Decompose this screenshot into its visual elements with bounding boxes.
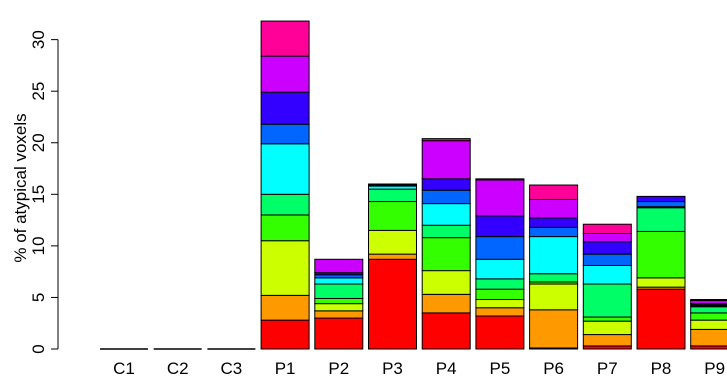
bar-segment-p2-1 [314, 317, 364, 350]
bar-segment-p7-5 [582, 283, 632, 318]
y-tick-label: 0 [29, 344, 48, 353]
bar-segment-p7-7 [582, 253, 632, 266]
bar-segment-p1-10 [260, 20, 310, 57]
bar-segment-p4-4 [421, 237, 471, 272]
y-tick-label: 30 [29, 30, 48, 49]
bar-segment-p5-3 [475, 299, 525, 309]
bar-segment-p7-9 [582, 233, 632, 243]
bar-segment-p4-5 [421, 224, 471, 239]
bar-segment-p7-3 [582, 320, 632, 336]
y-tick-label: 5 [29, 293, 48, 302]
bar-segment-p6-9 [529, 198, 579, 219]
bar-segment-p7-10 [582, 223, 632, 234]
y-tick-label: 10 [29, 236, 48, 255]
bar-segment-p5-1 [475, 315, 525, 350]
bar-segment-p2-6 [314, 277, 364, 285]
bar-segment-p6-7 [529, 226, 579, 238]
bar-segment-p9-3 [690, 319, 727, 330]
bar-segment-p5-8 [475, 215, 525, 238]
bar-segment-p8-1 [636, 288, 686, 350]
x-tick-label-c2: C2 [167, 359, 189, 378]
y-axis-title: % of atypical voxels [11, 113, 30, 262]
bar-segment-p2-3 [314, 303, 364, 312]
bar-segment-p1-5 [260, 193, 310, 216]
bar-segment-p5-5 [475, 278, 525, 290]
bar-segment-p3-2 [368, 253, 417, 260]
x-tick-labels: C1 C2 C3 P1 P2 P3 P4 P5 P6 P7 P8 P9 [113, 359, 725, 378]
y-axis: 0 5 10 15 20 25 30 [29, 30, 59, 354]
bar-segment-p5-9 [475, 179, 525, 217]
bar-segment-p6-10 [529, 184, 579, 200]
bar-segment-p2-5 [314, 283, 364, 299]
x-tick-label-p2: P2 [328, 359, 349, 378]
bar-segment-p3-8 [368, 183, 417, 186]
bar-segment-p4-2 [421, 293, 471, 314]
bar-segment-p8-7 [636, 201, 686, 208]
bar-segment-p9-10 [690, 299, 727, 302]
bar-segment-p1-8 [260, 91, 310, 125]
bar-segment-p7-6 [582, 264, 632, 285]
bar-segment-p6-6 [529, 236, 579, 275]
bar-segment-p3-5 [368, 188, 417, 203]
bar-segment-p6-2 [529, 309, 579, 349]
bar-segment-p5-7 [475, 236, 525, 260]
bar-segment-p1-2 [260, 294, 310, 321]
bar-segment-p1-4 [260, 214, 310, 242]
x-tick-label-p1: P1 [275, 359, 296, 378]
bar-segment-p6-8 [529, 217, 579, 228]
bar-segment-p1-3 [260, 240, 310, 296]
bar-segment-p5-4 [475, 288, 525, 300]
bar-segment-p9-4 [690, 312, 727, 321]
bar-segment-p9-5 [690, 306, 727, 314]
bar-segment-p1-6 [260, 143, 310, 195]
bar-segment-p3-4 [368, 201, 417, 231]
bar-segment-p4-3 [421, 270, 471, 295]
y-tick-label: 20 [29, 133, 48, 152]
bar-segment-p2-9 [314, 258, 364, 274]
x-tick-label-p3: P3 [382, 359, 403, 378]
bar-segment-p8-4 [636, 230, 686, 279]
bar-segment-p7-4 [582, 316, 632, 322]
x-tick-label-c1: C1 [113, 359, 135, 378]
bar-segment-p4-8 [421, 178, 471, 191]
x-tick-label-c3: C3 [221, 359, 243, 378]
y-tick-label: 15 [29, 185, 48, 204]
x-tick-label-p7: P7 [597, 359, 618, 378]
bar-segment-p6-5 [529, 273, 579, 283]
bar-segment-p6-3 [529, 283, 579, 311]
x-tick-label-p5: P5 [490, 359, 511, 378]
bar-segment-p1-7 [260, 123, 310, 145]
bars-layer [100, 20, 727, 350]
bar-segment-p2-4 [314, 297, 364, 305]
x-tick-label-p6: P6 [543, 359, 564, 378]
x-tick-label-p4: P4 [436, 359, 457, 378]
bar-segment-p8-3 [636, 277, 686, 288]
bar-segment-p4-1 [421, 312, 471, 350]
y-tick-label: 25 [29, 82, 48, 101]
x-tick-label-p8: P8 [651, 359, 672, 378]
bar-segment-p5-10 [475, 178, 525, 181]
x-tick-label-p9: P9 [704, 359, 725, 378]
bar-segment-p4-9 [421, 140, 471, 180]
bar-segment-p9-2 [690, 328, 727, 347]
bar-segment-p8-8 [636, 195, 686, 203]
bar-segment-p4-10 [421, 138, 471, 142]
bar-segment-p5-6 [475, 258, 525, 280]
y-ticks: 0 5 10 15 20 25 30 [29, 30, 58, 354]
bar-segment-p7-8 [582, 241, 632, 255]
bar-segment-p1-1 [260, 319, 310, 350]
bar-segment-p3-1 [368, 258, 417, 350]
bar-segment-p5-2 [475, 307, 525, 317]
bar-segment-p7-2 [582, 334, 632, 347]
bar-segment-p4-7 [421, 189, 471, 205]
bar-segment-p1-9 [260, 55, 310, 93]
bar-segment-p2-2 [314, 310, 364, 319]
bar-segment-p4-6 [421, 203, 471, 226]
bar-segment-p3-3 [368, 229, 417, 255]
bar-segment-p8-5 [636, 207, 686, 232]
